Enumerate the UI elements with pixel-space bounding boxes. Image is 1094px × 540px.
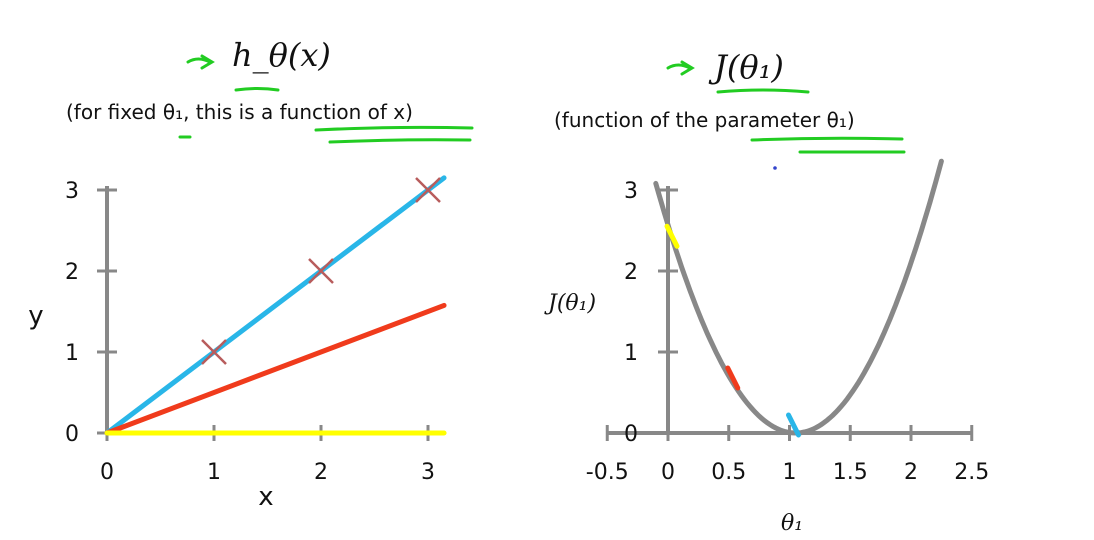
right-y-tick-label: 3 bbox=[624, 179, 638, 204]
right-x-tick-label: 1.5 bbox=[833, 460, 868, 485]
left-series-line bbox=[104, 302, 447, 436]
right-tick-labels: 0 1 2 3 -0.5 0 0.5 1 1.5 2 2.5 bbox=[586, 179, 989, 485]
left-x-tick-label: 2 bbox=[314, 460, 328, 485]
left-y-axis-label: y bbox=[28, 301, 43, 331]
left-x-tick-label: 1 bbox=[207, 460, 221, 485]
left-data-point bbox=[308, 258, 334, 284]
right-green-annotations bbox=[666, 60, 906, 170]
left-y-tick-label: 1 bbox=[65, 341, 79, 366]
right-chart-title: J(θ₁) bbox=[714, 48, 784, 86]
right-highlight-mark bbox=[725, 365, 741, 391]
left-chart-svg: 0 1 2 3 0 1 2 3 x y bbox=[28, 54, 474, 512]
left-y-tick-label: 3 bbox=[65, 179, 79, 204]
left-chart-title: h_θ(x) bbox=[232, 36, 331, 74]
left-x-axis-label: x bbox=[258, 482, 273, 512]
left-x-tick-label: 0 bbox=[100, 460, 114, 485]
right-chart-subtitle: (function of the parameter θ₁) bbox=[554, 108, 855, 132]
left-title-underline bbox=[234, 87, 280, 92]
right-x-tick-label: 0.5 bbox=[711, 460, 746, 485]
right-title-arrow bbox=[666, 60, 695, 76]
left-point-stroke bbox=[415, 177, 441, 203]
right-y-tick-label: 2 bbox=[624, 260, 638, 285]
right-axes bbox=[605, 185, 974, 441]
right-title-underline bbox=[716, 88, 810, 94]
left-title-arrow bbox=[186, 54, 215, 70]
left-y-tick-label: 2 bbox=[65, 260, 79, 285]
left-chart-panel: h_θ(x) (for fixed θ₁, this is a function… bbox=[0, 0, 540, 540]
right-x-tick-label: 0 bbox=[661, 460, 675, 485]
right-y-axis-label: J(θ₁) bbox=[544, 291, 596, 316]
left-title-text: h_θ(x) bbox=[232, 36, 331, 74]
left-green-annotations bbox=[178, 54, 474, 144]
right-x-tick-label: 1 bbox=[783, 460, 797, 485]
left-data-point bbox=[201, 339, 227, 365]
left-point-stroke bbox=[308, 258, 334, 284]
left-point-stroke bbox=[201, 339, 227, 365]
right-y-tick-label: 0 bbox=[624, 422, 638, 447]
left-tick-labels: 0 1 2 3 0 1 2 3 bbox=[65, 179, 435, 485]
left-y-tick-label: 0 bbox=[65, 422, 79, 447]
right-y-tick-label: 1 bbox=[624, 341, 638, 366]
right-stray-dot bbox=[773, 166, 777, 170]
left-data-point bbox=[415, 177, 441, 203]
left-x-tick-label: 3 bbox=[421, 460, 435, 485]
left-series-line bbox=[104, 175, 447, 436]
right-subtitle-underline bbox=[750, 136, 906, 154]
left-chart-subtitle: (for fixed θ₁, this is a function of x) bbox=[66, 100, 413, 124]
right-x-tick-label: 2.5 bbox=[954, 460, 989, 485]
right-chart-panel: J(θ₁) (function of the parameter θ₁) 0 1 2… bbox=[540, 0, 1094, 540]
right-title-text: J(θ₁) bbox=[714, 48, 784, 86]
right-x-tick-label: 2 bbox=[904, 460, 918, 485]
right-x-axis-label: θ₁ bbox=[781, 511, 803, 536]
right-x-tick-label: -0.5 bbox=[586, 460, 629, 485]
right-cost-curve bbox=[653, 158, 944, 436]
left-subtitle-underline bbox=[314, 125, 474, 144]
left-series-group bbox=[104, 175, 447, 436]
right-highlight-mark bbox=[664, 223, 680, 249]
right-curve-group bbox=[653, 158, 944, 436]
right-points-group bbox=[664, 223, 801, 438]
right-chart-svg: 0 1 2 3 -0.5 0 0.5 1 1.5 2 2.5 θ₁ J(θ₁) bbox=[544, 60, 989, 536]
right-highlight-mark bbox=[786, 412, 801, 438]
left-points-group bbox=[201, 177, 441, 365]
